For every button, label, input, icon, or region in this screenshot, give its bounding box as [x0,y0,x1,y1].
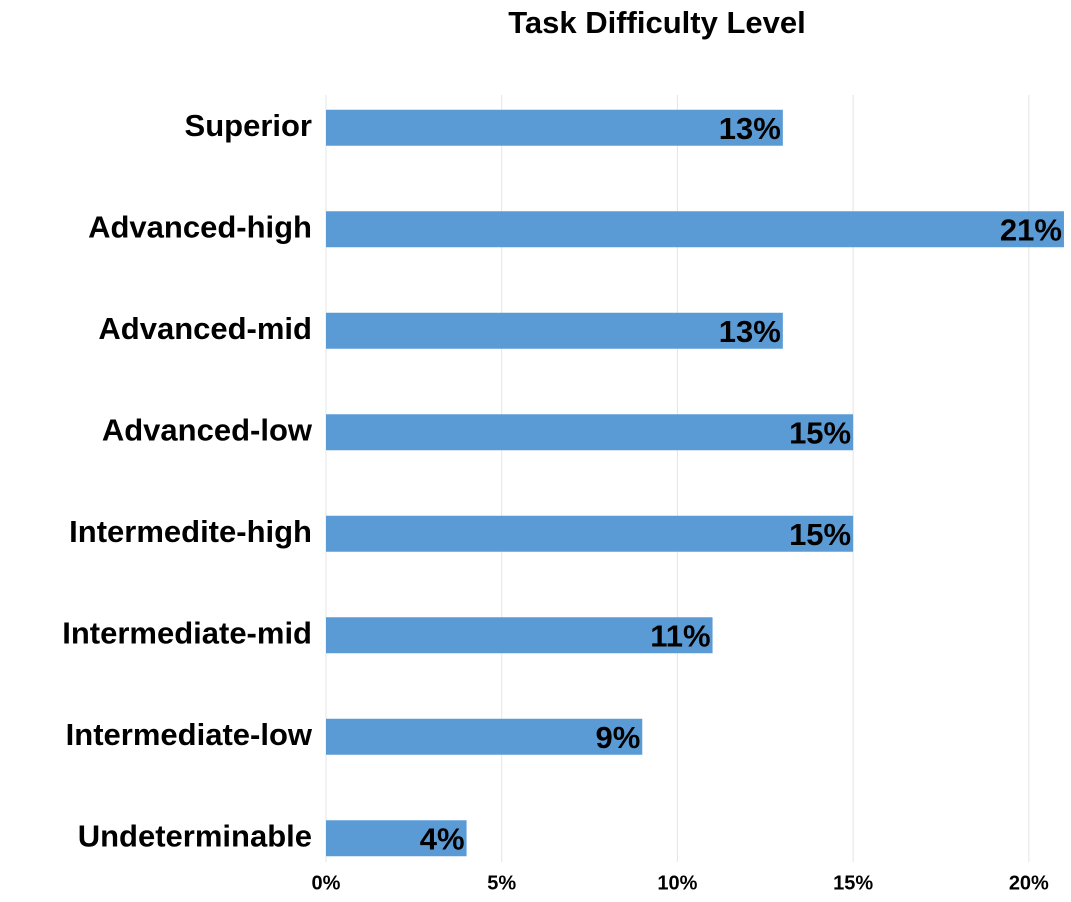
data-label: 15% [789,415,851,450]
chart-title: Task Difficulty Level [508,5,805,40]
x-tick-label: 5% [487,872,516,894]
bar [326,109,783,146]
x-tick-label: 15% [833,872,873,894]
bar [326,820,467,857]
data-label: 13% [719,111,781,146]
bar [326,312,783,349]
y-tick-label: Advanced-mid [98,311,312,346]
data-label: 13% [719,314,781,349]
y-tick-label: Intermediate-mid [62,615,312,650]
data-label: 15% [789,517,851,552]
y-tick-label: Intermedite-high [69,514,312,549]
y-tick-label: Advanced-high [88,209,312,244]
data-label: 11% [650,618,710,653]
bar [326,617,713,654]
y-tick-label: Intermediate-low [66,717,313,752]
bar [326,211,1064,248]
x-tick-label: 20% [1009,872,1049,894]
bar [326,718,643,755]
x-tick-label: 0% [312,872,341,894]
y-tick-label: Superior [185,108,312,143]
bar [326,414,854,451]
bar [326,515,854,552]
y-tick-label: Advanced-low [102,412,313,447]
y-tick-label: Undeterminable [78,818,312,853]
data-label: 21% [1000,212,1062,247]
data-label: 9% [595,720,640,755]
x-tick-label: 10% [657,872,697,894]
data-label: 4% [420,821,465,856]
